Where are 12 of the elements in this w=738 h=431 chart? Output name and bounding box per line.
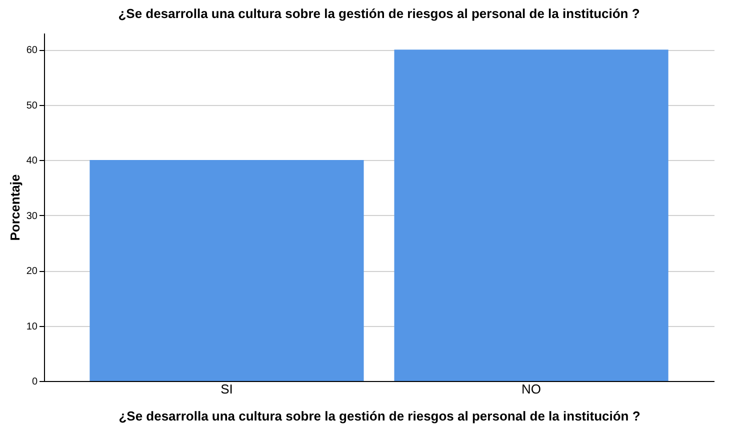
y-tick-label: 60 <box>26 45 38 56</box>
y-axis-title: Porcentaje <box>7 174 22 241</box>
x-tick-label: SI <box>220 382 233 396</box>
y-tick-label: 40 <box>26 156 38 167</box>
y-tick-label: 50 <box>26 100 38 112</box>
y-tick-label: 0 <box>32 376 38 388</box>
y-tick-label: 10 <box>26 321 38 332</box>
y-tick-label: 20 <box>26 266 38 278</box>
y-tick-label: 30 <box>26 210 38 222</box>
x-axis-title: ¿Se desarrolla una cultura sobre la gestión de riesgos al personal de la institución ? <box>118 408 640 424</box>
chart-title: ¿Se desarrolla una cultura sobre la gestión de riesgos al personal de la institución ? <box>118 6 640 21</box>
x-tick-label: NO <box>522 382 542 396</box>
